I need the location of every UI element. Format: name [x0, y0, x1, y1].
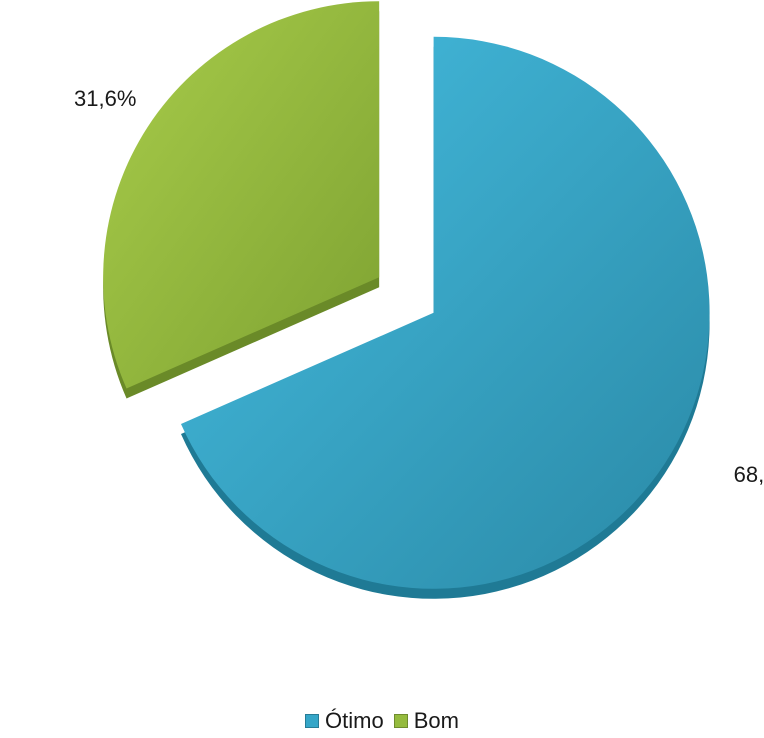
legend-item-otimo: Ótimo [305, 708, 384, 734]
pie-slice-otimo [180, 36, 710, 589]
legend-swatch-otimo [305, 714, 320, 728]
legend-swatch-bom [393, 714, 408, 728]
pie-slice-bom [103, 1, 380, 389]
chart-legend: Ótimo Bom [0, 708, 764, 734]
legend-label-bom: Bom [413, 708, 459, 733]
pie-data-label-bom: 31,6% [74, 86, 136, 111]
pie-data-label-otimo: 68,4% [734, 462, 764, 487]
legend-label-otimo: Ótimo [325, 708, 384, 733]
legend-item-bom: Bom [393, 708, 459, 734]
